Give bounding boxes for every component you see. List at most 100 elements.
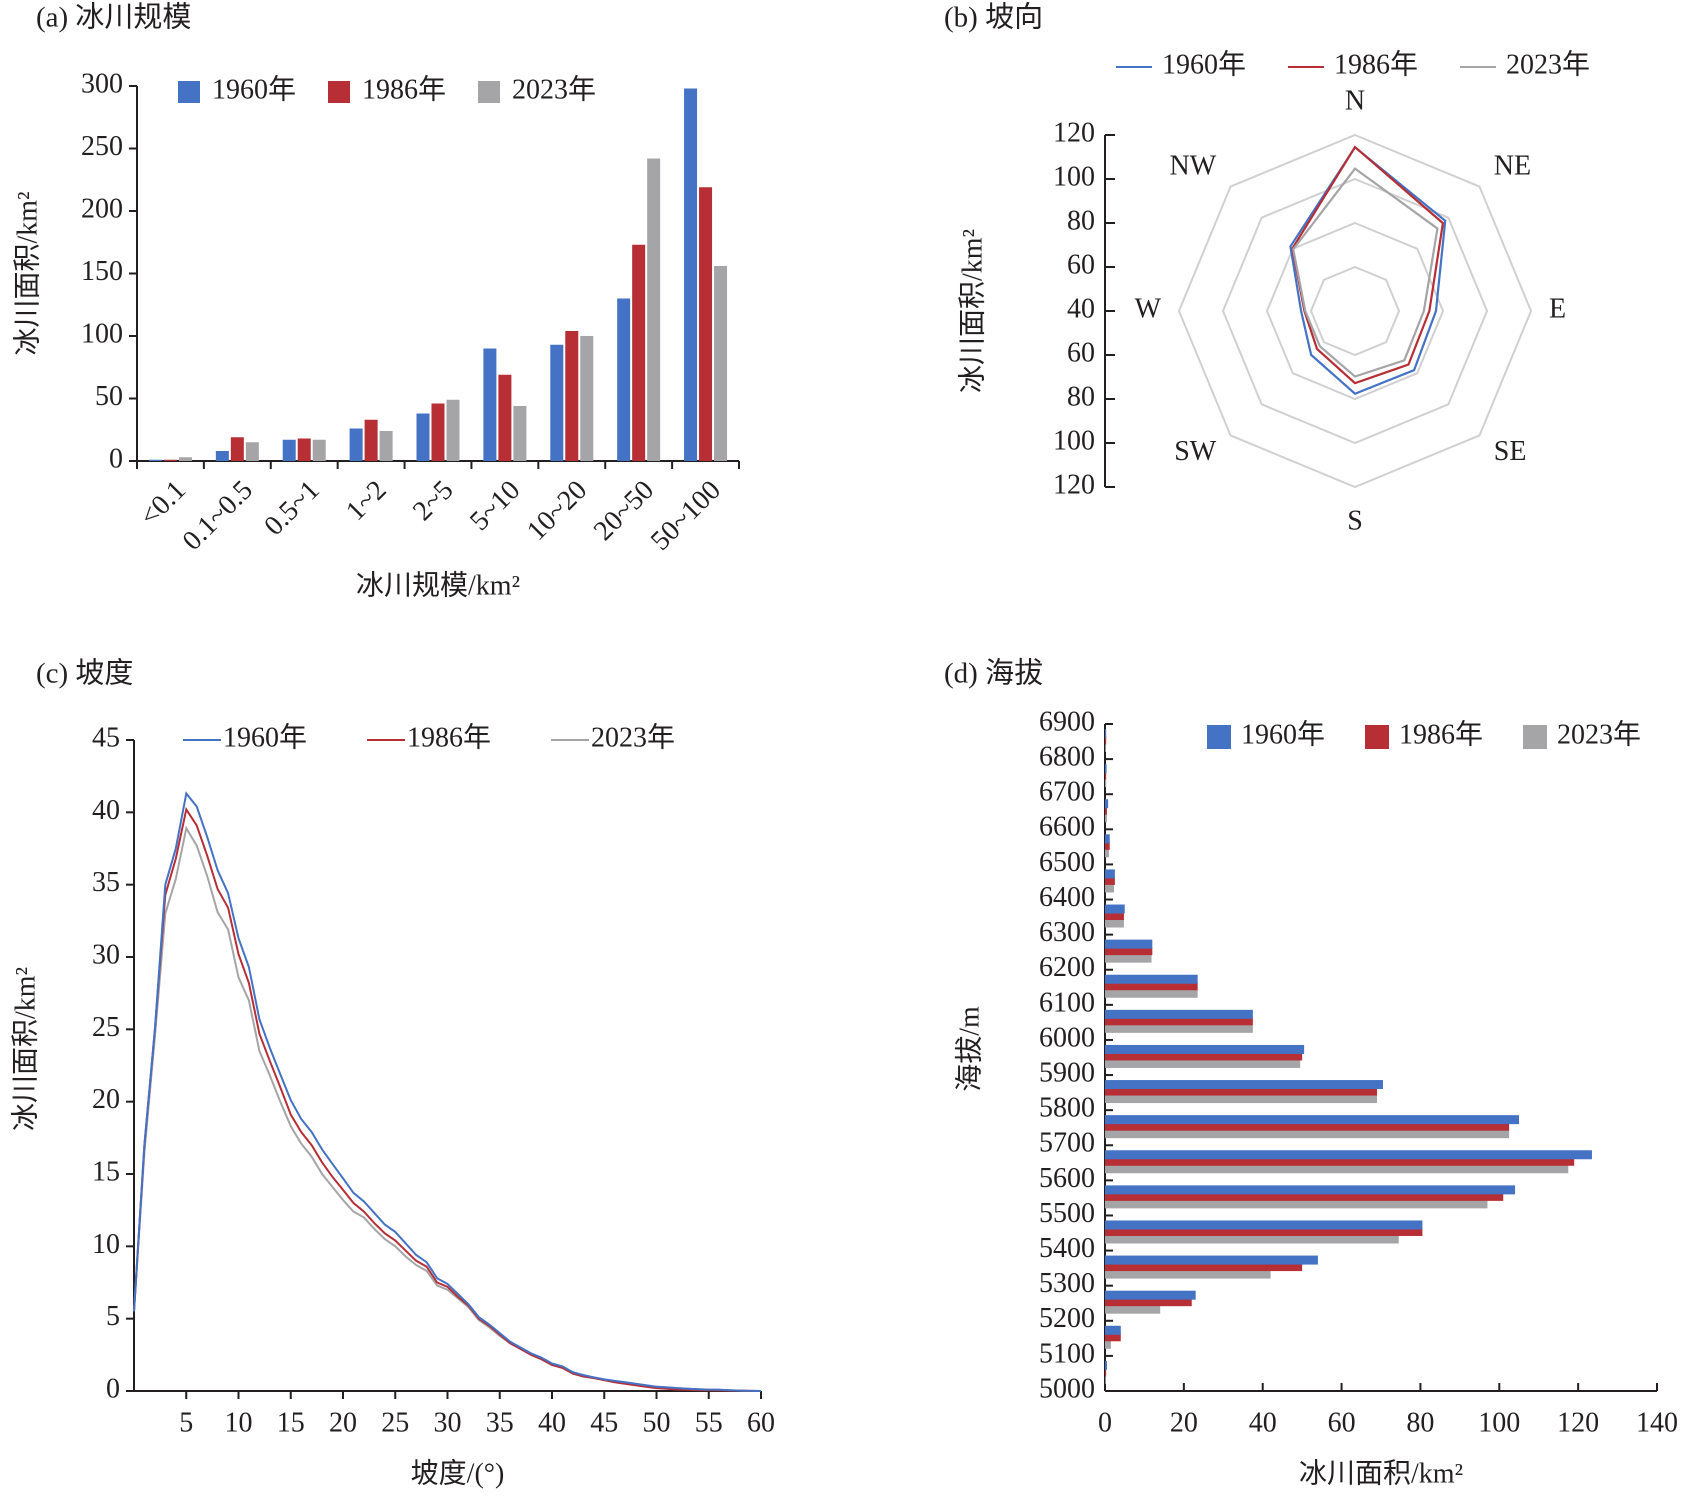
bar-1986年	[364, 419, 378, 461]
x-axis-label: 冰川规模/km²	[356, 569, 520, 601]
radar-series-2023年	[1292, 167, 1439, 378]
x-tick-label: 10	[225, 1407, 253, 1438]
x-tick-label: 10~20	[521, 475, 593, 547]
panel-title: (a) 冰川规模	[36, 1, 191, 34]
y-tick-label: 6500	[1039, 847, 1095, 878]
y-axis-label: 冰川面积/km²	[9, 967, 41, 1131]
bar-1986年	[565, 331, 579, 461]
bar-2023年	[1105, 779, 1107, 788]
x-tick-label: 60	[747, 1407, 775, 1438]
y-tick-label: 6400	[1039, 882, 1095, 913]
bar-1960年	[617, 298, 631, 461]
line-series-2023年	[133, 825, 762, 1392]
bar-1986年	[1105, 1298, 1192, 1307]
bar-2023年	[1105, 989, 1198, 998]
direction-label: SE	[1494, 436, 1527, 467]
bar-1960年	[1105, 799, 1109, 809]
radar-grid-ring	[1309, 265, 1401, 357]
bar-1986年	[1105, 1263, 1303, 1272]
bar-1986年	[498, 374, 512, 461]
x-tick-label: 0	[1098, 1407, 1112, 1438]
bar-2023年	[1105, 1200, 1488, 1209]
bar-1986年	[1105, 1333, 1121, 1342]
legend-label: 1986年	[407, 721, 491, 753]
y-tick-label: 6800	[1039, 742, 1095, 773]
y-tick-label: 0	[106, 1373, 120, 1404]
direction-label: N	[1345, 85, 1365, 116]
y-tick-label: 15	[92, 1156, 120, 1187]
radar-axis-tick-label: 80	[1067, 205, 1095, 236]
x-tick-label: 55	[695, 1407, 723, 1438]
radar-grid-ring	[1265, 221, 1445, 401]
bar-1986年	[1105, 1192, 1504, 1201]
bar-2023年	[1105, 1165, 1569, 1174]
y-tick-label: 5200	[1039, 1303, 1095, 1334]
x-tick-label: 50~100	[645, 475, 727, 557]
bar-2023年	[647, 158, 661, 461]
bar-1986年	[163, 459, 177, 461]
bar-1960年	[1105, 1150, 1592, 1160]
legend-swatch	[1207, 725, 1231, 749]
legend-label: 1960年	[212, 73, 296, 105]
radar-axis-tick-label: 120	[1053, 117, 1095, 148]
bar-2023年	[1105, 884, 1115, 893]
x-tick-label: 80	[1406, 1407, 1434, 1438]
bar-1960年	[1105, 1115, 1519, 1125]
panel-title: (b) 坡向	[944, 1, 1043, 34]
bar-1986年	[1105, 1157, 1575, 1166]
radar-axis-tick-label: 80	[1067, 381, 1095, 412]
y-tick-label: 150	[81, 256, 123, 287]
y-tick-label: 50	[95, 381, 123, 412]
radar-axis-tick-label: 40	[1067, 293, 1095, 324]
y-tick-label: 5100	[1039, 1338, 1095, 1369]
bar-2023年	[178, 457, 192, 461]
bar-2023年	[1105, 744, 1106, 752]
y-axis-label: 冰川面积/km²	[11, 192, 43, 356]
legend-swatch	[1523, 725, 1547, 749]
bar-1960年	[1105, 764, 1107, 774]
legend-label: 1960年	[1241, 718, 1325, 750]
y-tick-label: 20	[92, 1084, 120, 1115]
bar-2023年	[1105, 1095, 1378, 1104]
x-tick-label: 140	[1636, 1407, 1678, 1438]
panel-title: (c) 坡度	[36, 657, 133, 690]
bar-2023年	[1105, 849, 1109, 858]
y-tick-label: 5800	[1039, 1093, 1095, 1124]
x-tick-label: 0.5~1	[258, 475, 325, 542]
x-tick-label: 25	[381, 1407, 409, 1438]
bar-1986年	[1105, 1017, 1253, 1026]
y-tick-label: 5300	[1039, 1268, 1095, 1299]
line-series-1960年	[133, 791, 762, 1392]
y-tick-label: 6900	[1039, 706, 1095, 737]
y-tick-label: 6600	[1039, 812, 1095, 843]
x-axis-label: 冰川面积/km²	[1299, 1457, 1463, 1489]
direction-label: W	[1135, 293, 1162, 324]
y-tick-label: 25	[92, 1012, 120, 1043]
bar-1986年	[230, 437, 244, 461]
x-tick-label: 1~2	[340, 475, 392, 527]
x-tick-label: 5~10	[464, 475, 526, 537]
x-tick-label: 0.1~0.5	[177, 475, 259, 557]
bar-1960年	[349, 428, 363, 461]
direction-label: NW	[1170, 151, 1217, 182]
legend-label: 2023年	[1506, 48, 1590, 80]
legend-label: 2023年	[591, 721, 675, 753]
legend-label: 1986年	[1399, 718, 1483, 750]
x-tick-label: 120	[1557, 1407, 1599, 1438]
y-tick-label: 6200	[1039, 952, 1095, 983]
bar-1986年	[431, 403, 445, 461]
bar-2023年	[1105, 1340, 1111, 1349]
bar-2023年	[1105, 814, 1107, 823]
x-axis-label: 坡度/(°)	[411, 1457, 505, 1489]
bar-1960年	[1105, 974, 1198, 984]
y-tick-label: 6700	[1039, 777, 1095, 808]
x-tick-label: 100	[1478, 1407, 1520, 1438]
bar-1986年	[1105, 1122, 1510, 1131]
bar-1986年	[1105, 1087, 1378, 1096]
bar-1986年	[1105, 876, 1115, 885]
bar-2023年	[312, 439, 326, 461]
y-tick-label: 5500	[1039, 1198, 1095, 1229]
legend-label: 1986年	[362, 73, 446, 105]
